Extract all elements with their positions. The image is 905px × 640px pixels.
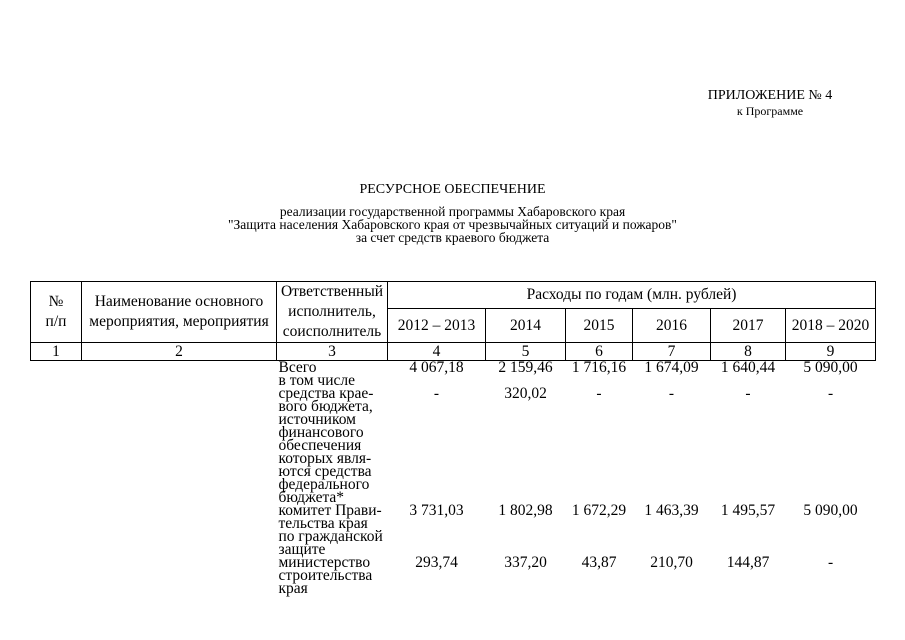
value-cell: 210,70 <box>650 554 693 571</box>
header-executor: Ответственный исполнитель, соисполнитель <box>276 281 388 343</box>
value-cell: 1 640,44 <box>720 359 776 376</box>
value-cell: 3 731,03 <box>409 502 464 519</box>
table-row: в том числе <box>31 372 876 389</box>
value-cell: 293,74 <box>415 554 458 571</box>
cell-name <box>82 556 277 595</box>
value-cell: 43,87 <box>581 554 617 571</box>
header-row-years: 2012 – 2013 2014 2015 2016 2017 2018 – 2… <box>31 308 877 343</box>
value-cell: - <box>827 554 834 571</box>
table-row: Всего 4 067,18 2 159,46 1 716,16 1 674,0… <box>31 359 876 376</box>
header-name: Наименование основного мероприятия, меро… <box>81 281 277 343</box>
cell-name <box>82 387 277 504</box>
table-row: министерство строительства края 293,74 3… <box>31 554 876 597</box>
column-number: 2 <box>81 342 277 361</box>
value-cell: 1 802,98 <box>498 502 553 519</box>
value-cell: - <box>668 385 675 402</box>
cell-num <box>31 556 82 595</box>
column-number: 8 <box>710 342 786 361</box>
column-number: 5 <box>485 342 566 361</box>
column-number: 4 <box>387 342 486 361</box>
row-label: министерство строительства края <box>278 554 373 597</box>
document-title: РЕСУРСНОЕ ОБЕСПЕЧЕНИЕ <box>359 182 546 197</box>
header-year: 2014 <box>485 308 566 343</box>
row-label: в том числе <box>278 372 356 389</box>
value-cell: 1 463,39 <box>644 502 699 519</box>
header-row-top: № п/п Наименование основного мероприятия… <box>30 280 877 343</box>
header-num: № п/п <box>30 281 82 343</box>
header-year: 2012 – 2013 <box>387 308 486 343</box>
value-cell: 144,87 <box>726 554 770 571</box>
cell-num <box>31 504 82 556</box>
value-cell: - <box>433 385 440 402</box>
header-expenses: Расходы по годам (млн. рублей) <box>386 280 877 310</box>
value-cell: 320,02 <box>504 385 547 402</box>
row-label: Всего <box>278 359 317 376</box>
resource-table: № п/п Наименование основного мероприятия… <box>30 280 877 597</box>
header-row-numbering: 1 2 3 4 5 6 7 8 9 <box>30 342 877 361</box>
document-subtitle: реализации государственной программы Хаб… <box>228 204 677 245</box>
appendix-note: к Программе <box>736 104 804 118</box>
header-year: 2017 <box>710 308 786 343</box>
value-cell: 2 159,46 <box>498 359 553 376</box>
value-cell: 1 495,57 <box>720 502 776 519</box>
table-row: средства крае- вого бюджета, источником … <box>31 385 876 506</box>
row-label: комитет Прави- тельства края по гражданс… <box>278 502 383 558</box>
column-number: 1 <box>30 342 82 361</box>
value-cell: 1 672,29 <box>571 502 627 519</box>
row-label: средства крае- вого бюджета, источником … <box>278 385 374 506</box>
cell-num <box>31 374 82 387</box>
table-row: комитет Прави- тельства края по гражданс… <box>31 502 876 558</box>
column-number: 7 <box>632 342 711 361</box>
cell-name <box>82 504 277 556</box>
value-cell: - <box>596 385 602 402</box>
header-year: 2015 <box>565 308 633 343</box>
header-year: 2018 – 2020 <box>784 308 877 343</box>
column-number: 9 <box>784 342 877 361</box>
title-block: РЕСУРСНОЕ ОБЕСПЕЧЕНИЕ реализации государ… <box>30 182 875 245</box>
cell-num <box>31 361 82 375</box>
value-cell: 1 716,16 <box>571 359 627 376</box>
header-year: 2016 <box>632 308 711 343</box>
value-cell: 5 090,00 <box>803 359 858 376</box>
value-cell: 5 090,00 <box>803 502 858 519</box>
appendix-label: ПРИЛОЖЕНИЕ № 4 <box>707 88 833 103</box>
cell-name <box>82 374 277 387</box>
value-cell: - <box>745 385 751 402</box>
value-cell: 1 674,09 <box>644 359 699 376</box>
column-number: 6 <box>565 342 633 361</box>
value-cell: - <box>827 385 834 402</box>
appendix-block: ПРИЛОЖЕНИЕ № 4 к Программе <box>650 88 890 118</box>
column-number: 3 <box>276 342 388 361</box>
value-cell: 337,20 <box>504 554 547 571</box>
cell-name <box>82 361 277 375</box>
cell-num <box>31 387 82 504</box>
value-cell: 4 067,18 <box>409 359 464 376</box>
